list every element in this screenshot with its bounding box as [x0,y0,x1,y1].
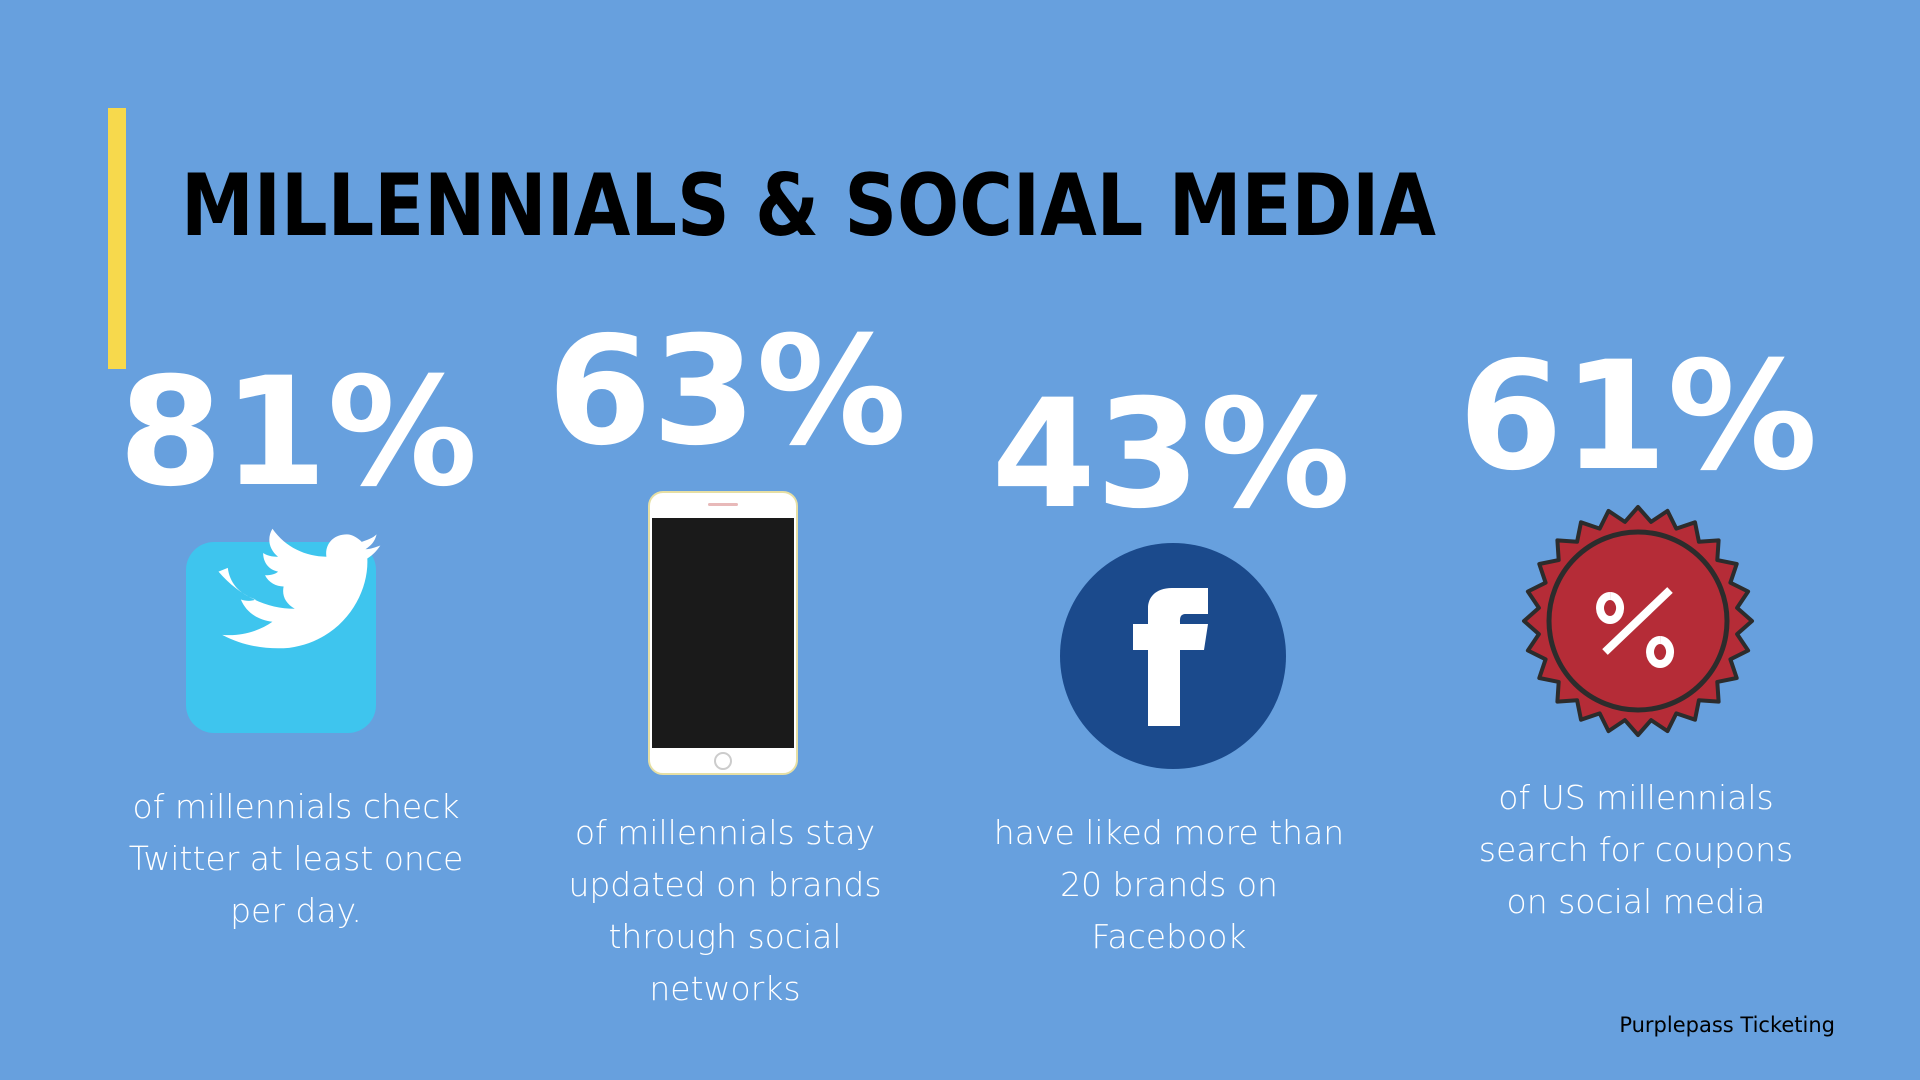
stat-caption: search for coupons [1479,830,1793,869]
credit: Purplepass Ticketing [1619,1013,1835,1037]
stat-caption: on social media [1507,882,1766,921]
stat-caption: per day. [230,891,362,930]
stat-caption: have liked more than [994,813,1344,852]
stat-value: 63% [547,305,906,479]
stat-value: 43% [991,368,1350,542]
twitter-icon [186,528,381,733]
stat-caption: of millennials stay [575,813,875,852]
stat-caption: of millennials check [133,787,460,826]
stat-caption: through social [608,917,841,956]
stat-caption: Facebook [1091,917,1246,956]
stat-caption: updated on brands [568,865,881,904]
phone-icon [648,491,798,775]
facebook-icon [1060,543,1286,769]
stat-caption: networks [649,969,800,1008]
stat-caption: Twitter at least once [129,839,464,878]
accent-bar [108,108,126,369]
stat-value: 81% [118,346,477,520]
coupon-badge-icon [1522,505,1754,737]
stat-value: 61% [1458,330,1817,504]
title: MILLENNIALS & SOCIAL MEDIA [181,156,1436,256]
stat-caption: of US millennials [1498,778,1773,817]
stat-caption: 20 brands on [1060,865,1278,904]
